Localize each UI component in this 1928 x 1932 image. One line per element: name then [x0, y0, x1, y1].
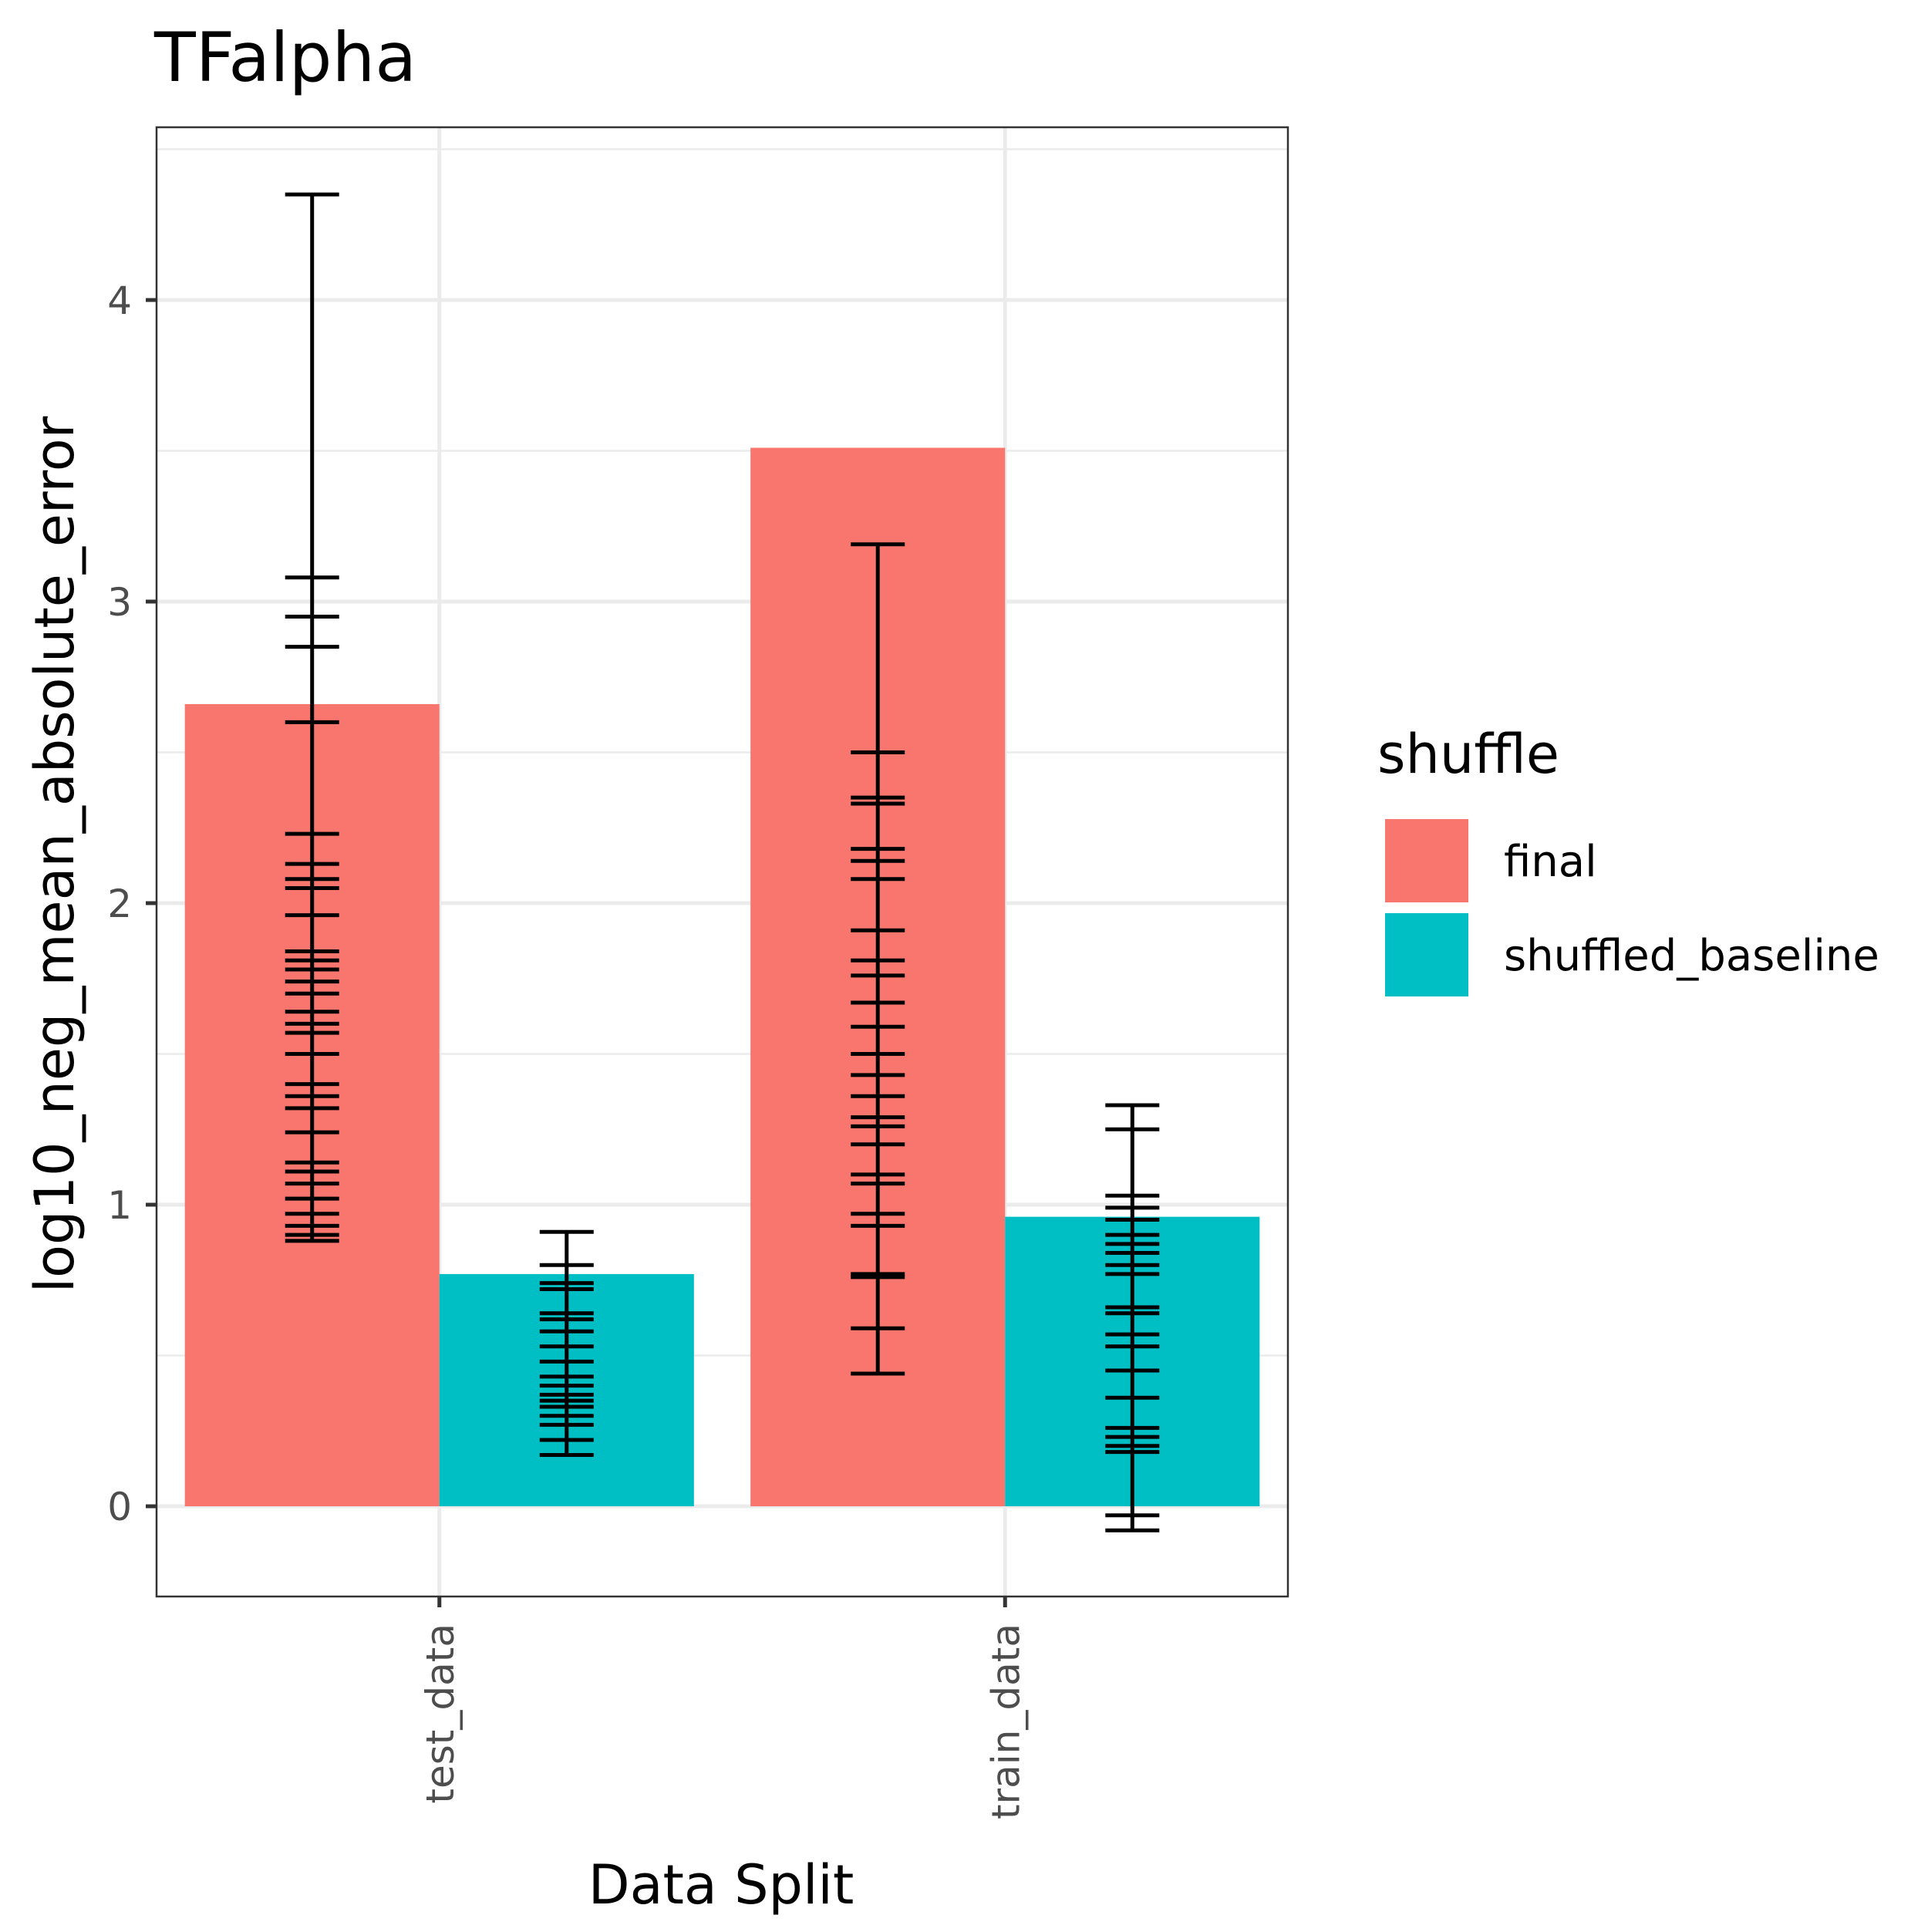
y-tick-label: 4 — [107, 278, 132, 323]
x-axis-title: Data Split — [588, 1853, 854, 1917]
y-tick-label: 0 — [107, 1485, 132, 1529]
error-bars — [285, 192, 1160, 1532]
axes: 0 1 2 3 4 test_data train_data — [107, 126, 1289, 1819]
legend: shuffle final shuffled_baseline — [1377, 723, 1879, 996]
x-tick-label: test_data — [418, 1623, 463, 1804]
y-tick-label: 3 — [107, 580, 132, 625]
x-tick-label: train_data — [983, 1623, 1028, 1819]
legend-key-shuffled_baseline — [1385, 913, 1468, 996]
legend-label: final — [1504, 837, 1597, 887]
y-tick-label: 2 — [107, 882, 132, 926]
legend-title: shuffle — [1377, 723, 1559, 786]
legend-key-final — [1385, 819, 1468, 902]
panel-border — [155, 126, 1289, 1598]
chart-title: TFalpha — [153, 18, 416, 97]
y-tick-label: 1 — [107, 1183, 132, 1228]
legend-label: shuffled_baseline — [1504, 931, 1879, 981]
y-axis-title: log10_neg_mean_absolute_error — [23, 416, 86, 1293]
